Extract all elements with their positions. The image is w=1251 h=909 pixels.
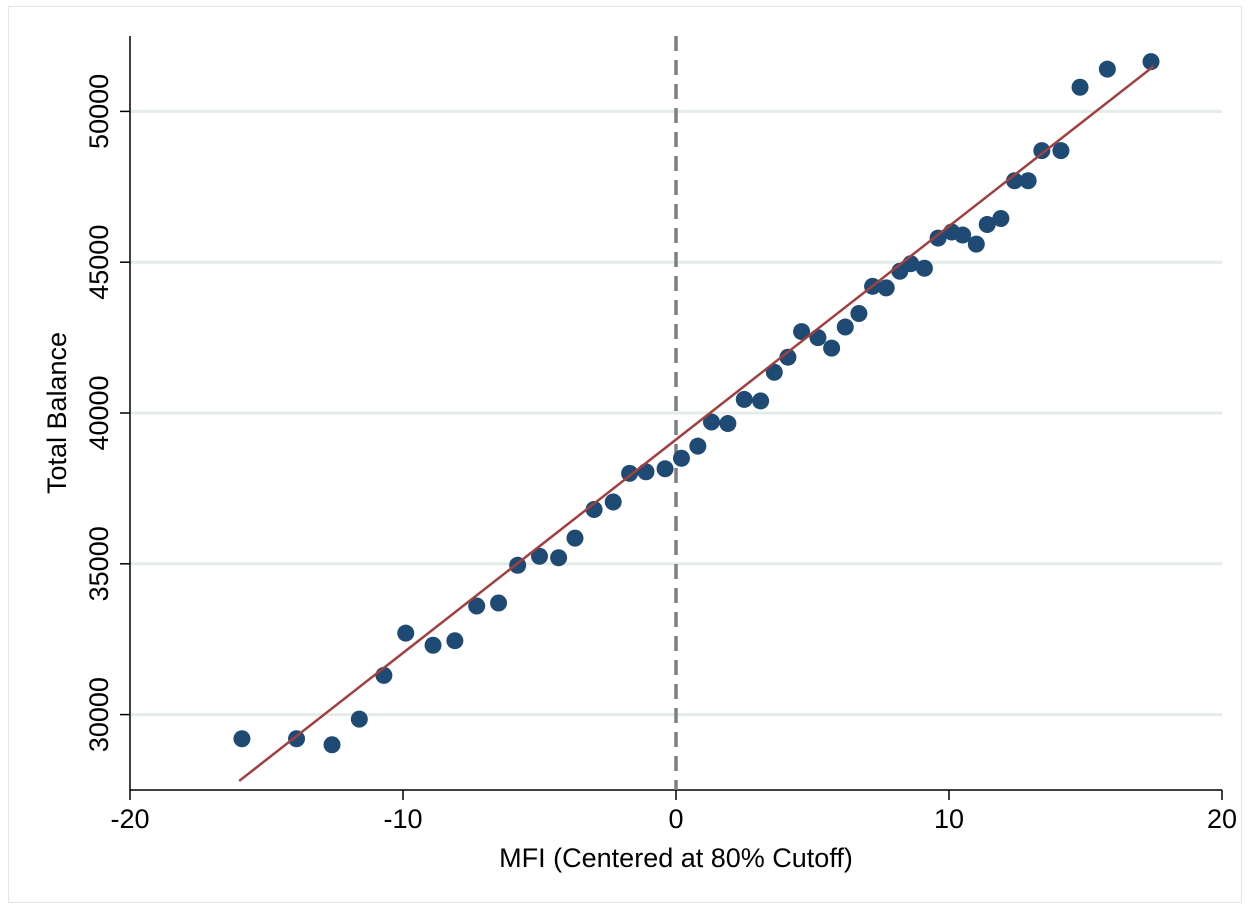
data-point	[765, 363, 783, 381]
data-points	[233, 53, 1160, 754]
data-point	[468, 597, 486, 615]
data-point	[446, 632, 464, 650]
x-tick-label: 20	[1207, 804, 1237, 834]
data-point	[531, 547, 548, 565]
data-point	[1052, 142, 1070, 160]
data-point	[1071, 78, 1089, 96]
data-point	[1033, 142, 1051, 160]
data-point	[793, 323, 811, 341]
y-axis-title: Total Balance	[42, 332, 72, 494]
data-point	[929, 229, 947, 247]
data-point	[637, 463, 655, 481]
data-point	[702, 413, 720, 431]
data-point	[809, 329, 827, 347]
data-point	[735, 390, 753, 408]
data-point	[967, 235, 985, 253]
y-tick-label: 50000	[84, 74, 114, 149]
data-point	[836, 318, 854, 336]
data-point	[1019, 172, 1037, 190]
x-axis-title: MFI (Centered at 80% Cutoff)	[499, 843, 853, 873]
data-point	[288, 730, 306, 748]
data-point	[850, 304, 868, 322]
data-point	[779, 348, 797, 366]
x-tick-label: 10	[934, 804, 964, 834]
y-tick-label: 30000	[84, 677, 114, 752]
data-point	[915, 259, 933, 277]
data-point	[1142, 53, 1160, 71]
data-point	[566, 529, 584, 547]
x-tick-label: -10	[383, 804, 422, 834]
data-point	[604, 493, 622, 511]
data-point	[1098, 60, 1116, 78]
data-point	[323, 736, 341, 754]
y-tick-label: 45000	[84, 225, 114, 300]
data-point	[656, 460, 674, 478]
x-tick-label: 0	[668, 804, 683, 834]
data-point	[550, 549, 568, 567]
data-point	[397, 624, 415, 642]
data-point	[752, 392, 770, 410]
y-tick-label: 35000	[84, 526, 114, 601]
ticks: 30000 35000 40000 45000 50000 -20 -10 0 10 20	[84, 74, 1237, 834]
data-point	[490, 594, 508, 612]
y-tick-label: 40000	[84, 375, 114, 450]
data-point	[823, 339, 841, 357]
data-point	[233, 730, 251, 748]
data-point	[672, 449, 690, 467]
data-point	[350, 710, 368, 728]
data-point	[424, 636, 442, 654]
data-point	[689, 437, 707, 455]
fit-line-layer	[238, 65, 1155, 782]
data-point	[954, 226, 972, 244]
data-point	[1006, 172, 1024, 190]
data-point	[992, 209, 1010, 227]
data-point	[585, 501, 603, 519]
data-point	[978, 216, 996, 233]
x-tick-label: -20	[110, 804, 149, 834]
data-point	[719, 415, 737, 433]
data-point	[877, 279, 895, 297]
fit-line	[238, 65, 1155, 782]
